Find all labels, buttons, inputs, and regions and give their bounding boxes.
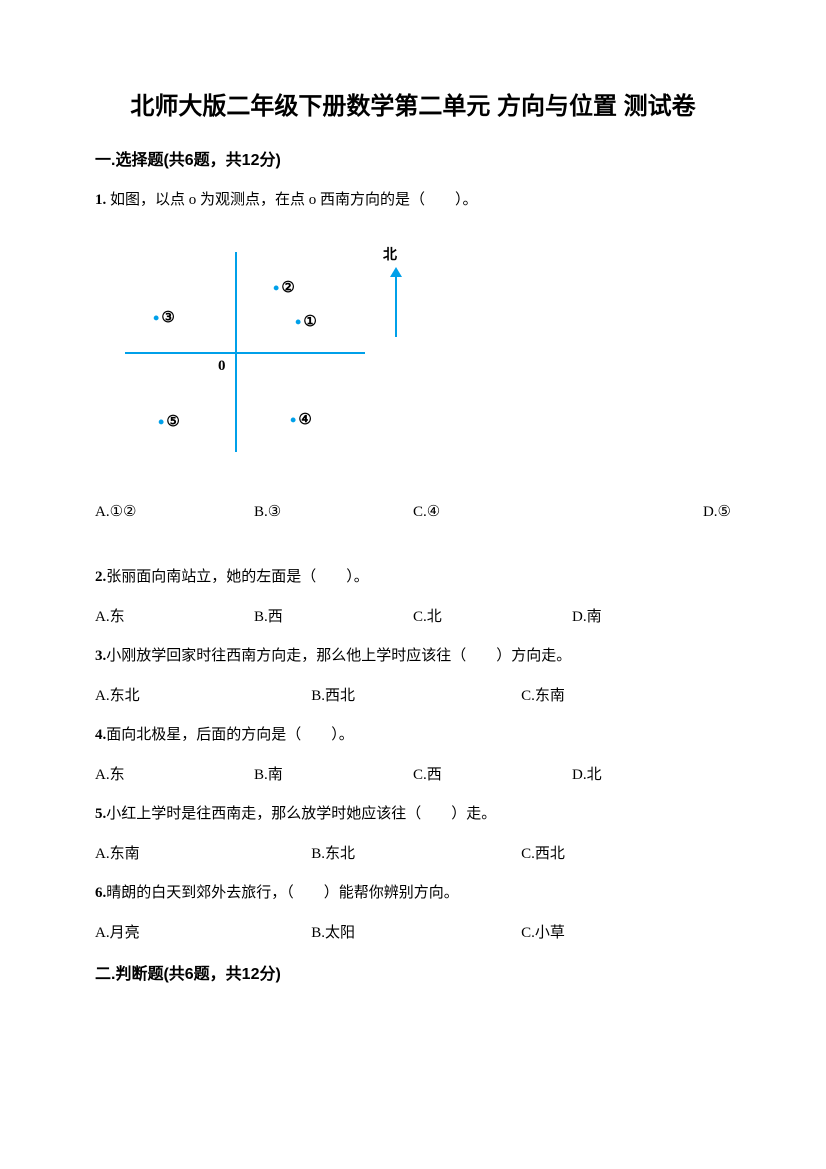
q4-opt-d: D.北 (572, 763, 731, 784)
section2-heading: 二.判断题(共6题，共12分) (95, 960, 731, 984)
diagram-point-2: •② (273, 278, 295, 299)
q6: 6.晴朗的白天到郊外去旅行，（ ）能帮你辨别方向。 (95, 881, 731, 905)
q1: 1. 如图，以点 o 为观测点，在点 o 西南方向的是（ ）。 (95, 188, 731, 212)
diagram-point-3: •③ (153, 308, 175, 329)
q4-options: A.东 B.南 C.西 D.北 (95, 763, 731, 784)
q3-options: A.东北 B.西北 C.东南 (95, 684, 731, 705)
q2: 2.张丽面向南站立，她的左面是（ ）。 (95, 565, 731, 589)
q6-text: 晴朗的白天到郊外去旅行，（ ）能帮你辨别方向。 (106, 885, 459, 901)
q5-options: A.东南 B.东北 C.西北 (95, 842, 731, 863)
q6-num: 6. (95, 885, 106, 901)
q3-opt-b: B.西北 (311, 684, 521, 705)
diagram-north-label: 北 (383, 244, 397, 264)
q1-opt-b: B.③ (254, 502, 413, 521)
q6-opt-a: A.月亮 (95, 921, 311, 942)
q2-text: 张丽面向南站立，她的左面是（ ）。 (106, 569, 369, 585)
q2-opt-c: C.北 (413, 605, 572, 626)
q5-text: 小红上学时是往西南走，那么放学时她应该往（ ）走。 (106, 806, 496, 822)
q5-opt-c: C.西北 (521, 842, 731, 863)
q1-opt-a: A.①② (95, 502, 254, 521)
diagram-point-5: •⑤ (158, 412, 180, 433)
diagram-x-axis (125, 352, 365, 354)
q3-opt-a: A.东北 (95, 684, 311, 705)
q2-options: A.东 B.西 C.北 D.南 (95, 605, 731, 626)
q3-opt-c: C.东南 (521, 684, 731, 705)
q1-opt-d: D.⑤ (572, 502, 731, 521)
q4-opt-c: C.西 (413, 763, 572, 784)
q1-num: 1. (95, 192, 106, 208)
q4: 4.面向北极星，后面的方向是（ ）。 (95, 723, 731, 747)
q1-options: A.①② B.③ C.④ D.⑤ (95, 502, 731, 521)
q4-opt-a: A.东 (95, 763, 254, 784)
q5-opt-a: A.东南 (95, 842, 311, 863)
q5-num: 5. (95, 806, 106, 822)
q4-opt-b: B.南 (254, 763, 413, 784)
q5: 5.小红上学时是往西南走，那么放学时她应该往（ ）走。 (95, 802, 731, 826)
diagram-point-1: •① (295, 312, 317, 333)
page-title: 北师大版二年级下册数学第二单元 方向与位置 测试卷 (95, 90, 731, 124)
q1-diagram: 北 0 •① •② •③ •④ •⑤ (105, 242, 731, 462)
q2-num: 2. (95, 569, 106, 585)
diagram-north-arrow (390, 267, 402, 337)
q1-opt-c: C.④ (413, 502, 572, 521)
diagram-point-4: •④ (290, 410, 312, 431)
q3-num: 3. (95, 648, 106, 664)
q2-opt-a: A.东 (95, 605, 254, 626)
diagram-y-axis (235, 252, 237, 452)
section1-heading: 一.选择题(共6题，共12分) (95, 146, 731, 170)
q2-opt-b: B.西 (254, 605, 413, 626)
q2-opt-d: D.南 (572, 605, 731, 626)
q6-opt-c: C.小草 (521, 921, 731, 942)
q5-opt-b: B.东北 (311, 842, 521, 863)
diagram-origin: 0 (218, 358, 226, 375)
q6-opt-b: B.太阳 (311, 921, 521, 942)
q6-options: A.月亮 B.太阳 C.小草 (95, 921, 731, 942)
q3: 3.小刚放学回家时往西南方向走，那么他上学时应该往（ ）方向走。 (95, 644, 731, 668)
q4-text: 面向北极星，后面的方向是（ ）。 (106, 727, 354, 743)
q4-num: 4. (95, 727, 106, 743)
q1-text: 如图，以点 o 为观测点，在点 o 西南方向的是（ ）。 (110, 192, 478, 208)
q3-text: 小刚放学回家时往西南方向走，那么他上学时应该往（ ）方向走。 (106, 648, 571, 664)
